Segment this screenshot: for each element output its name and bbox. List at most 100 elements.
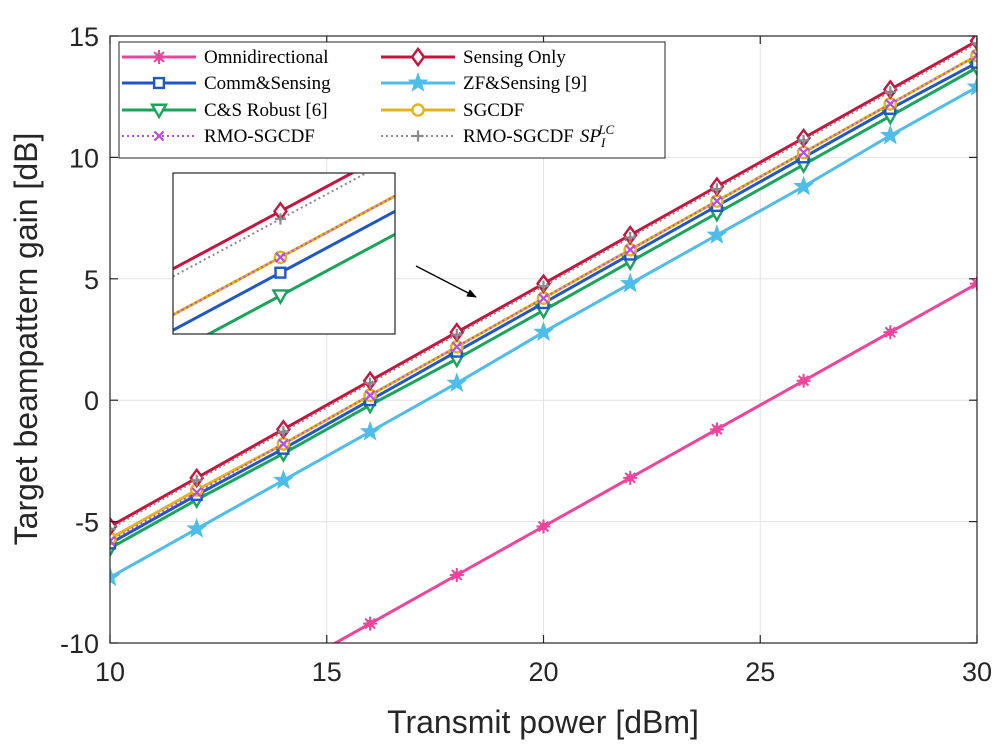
data-point — [110, 566, 121, 587]
legend-label: Comm&Sensing — [204, 73, 331, 94]
data-point — [278, 438, 289, 450]
legend-marker — [407, 72, 429, 92]
data-point — [191, 474, 203, 486]
legend-marker-rays — [152, 50, 166, 64]
legend-entry-2: Comm&Sensing — [122, 73, 331, 94]
data-point — [971, 37, 977, 49]
y-tick-label: 10 — [69, 143, 99, 173]
legend-label-math: SP — [580, 126, 602, 147]
y-tick-label: -5 — [75, 508, 99, 538]
x-tick-label: 15 — [312, 657, 342, 687]
data-point — [537, 280, 550, 292]
inset-arrow — [415, 265, 477, 298]
y-axis-label: Target beampattern gain [dB] — [8, 133, 44, 546]
legend-label: SGCDF — [463, 100, 524, 121]
data-point — [277, 426, 289, 438]
data-point — [451, 341, 463, 353]
legend-label: RMO-SGCDF — [204, 126, 315, 147]
inset-data-point — [274, 213, 287, 225]
inset-data-point — [275, 252, 286, 263]
data-point — [272, 469, 294, 490]
data-point — [619, 272, 641, 293]
data-point — [533, 321, 554, 342]
data-point — [884, 86, 896, 98]
legend-box — [118, 41, 666, 159]
data-point — [624, 231, 636, 244]
legend-label-sup: LC — [597, 122, 614, 137]
x-tick-label: 10 — [95, 657, 125, 687]
data-point-rays — [536, 519, 551, 534]
data-point — [186, 517, 208, 538]
legend-label: RMO-SGCDF SPILC — [463, 122, 615, 150]
data-point — [966, 76, 977, 96]
inset-series-6 — [173, 195, 395, 316]
inset-data-point — [274, 266, 287, 279]
legend-label: Omnidirectional — [204, 47, 329, 68]
y-tick-label: 0 — [84, 386, 99, 416]
x-tick-label: 25 — [745, 657, 775, 687]
tick-labels: 10 15 20 25 30 -10 -5 0 5 10 15 — [60, 22, 992, 687]
data-point — [798, 134, 810, 147]
x-axis-label: Transmit power [dBm] — [387, 704, 699, 740]
data-point — [884, 98, 896, 110]
inset-series-7 — [173, 173, 369, 278]
inset-series-2 — [173, 210, 395, 332]
data-point — [364, 390, 376, 401]
data-point-rays — [449, 568, 464, 583]
series-layer — [110, 36, 977, 643]
series-7 — [110, 37, 977, 535]
legend-marker — [411, 103, 425, 117]
inset-series-4 — [205, 233, 395, 334]
y-tick-label: 5 — [84, 265, 99, 295]
legend-entry-0: Omnidirectional — [122, 47, 329, 68]
legend-label-sub: I — [600, 135, 606, 150]
data-point — [110, 516, 118, 537]
legend-entry-3: ZF&Sensing [9] — [381, 72, 587, 94]
data-point — [706, 224, 728, 244]
y-tick-label: 15 — [69, 22, 99, 52]
data-point — [711, 195, 723, 207]
inset-zoom — [173, 173, 395, 334]
inset-line — [173, 195, 395, 316]
data-point-rays — [883, 325, 898, 340]
series-6 — [110, 50, 977, 547]
x-tick-label: 20 — [528, 657, 558, 687]
data-point-rays — [796, 373, 811, 388]
legend-marker — [410, 46, 426, 68]
data-point — [971, 50, 977, 61]
legend-marker — [152, 76, 166, 90]
legend-entry-6: RMO-SGCDF — [122, 126, 315, 147]
data-point — [364, 377, 376, 389]
x-tick-label: 30 — [962, 657, 992, 687]
legend-entry-4: C&S Robust [6] — [122, 100, 328, 121]
data-point-rays — [623, 470, 638, 485]
data-point — [451, 329, 463, 341]
legend-label: Sensing Only — [463, 47, 566, 68]
data-point — [191, 487, 203, 498]
series-3 — [110, 76, 977, 587]
data-point-rays — [709, 422, 724, 437]
inset-data-point — [271, 289, 290, 306]
legend-marker — [153, 130, 165, 142]
legend-entry-1: Sensing Only — [381, 46, 566, 68]
legend-label: C&S Robust [6] — [204, 100, 328, 121]
inset-frame — [172, 172, 396, 335]
data-point-rays — [363, 616, 378, 631]
data-point — [110, 535, 116, 547]
data-point — [711, 183, 723, 195]
data-point — [538, 292, 549, 304]
data-point — [879, 124, 901, 145]
data-point — [798, 147, 809, 158]
data-point — [359, 420, 381, 441]
series-0 — [332, 276, 977, 643]
legend-entry-7: RMO-SGCDF SPILC — [381, 122, 615, 150]
data-point — [793, 175, 815, 196]
legend-entry-5: SGCDF — [381, 100, 524, 121]
legend-marker — [149, 103, 169, 120]
legend: Omnidirectional Sensing Only Comm&Sensing Z… — [118, 41, 666, 159]
inset-line — [173, 173, 369, 278]
data-point — [446, 372, 468, 392]
data-point — [624, 244, 636, 255]
y-tick-label: -10 — [60, 629, 99, 659]
